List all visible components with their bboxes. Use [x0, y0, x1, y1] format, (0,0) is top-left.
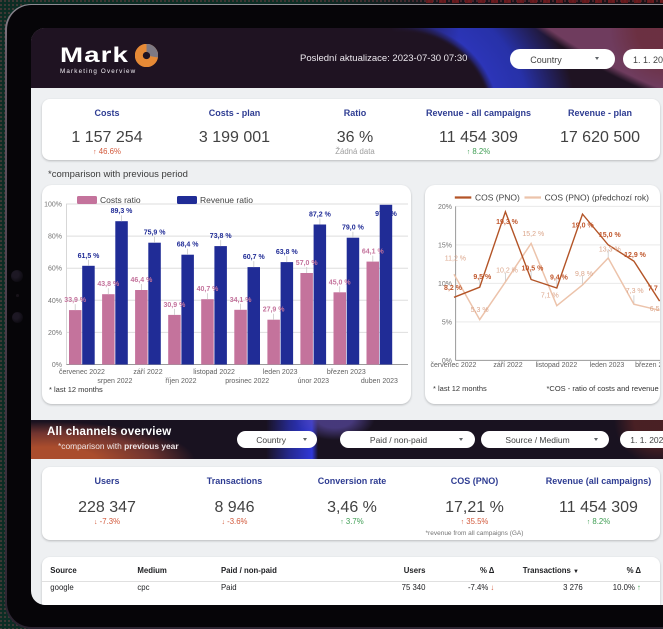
svg-text:7,1 %: 7,1 %: [541, 292, 559, 299]
svg-text:64,1 %: 64,1 %: [362, 249, 385, 256]
svg-text:* last 12 months: * last 12 months: [49, 385, 103, 394]
svg-text:říjen 2022: říjen 2022: [165, 378, 196, 385]
svg-text:43,8 %: 43,8 %: [97, 281, 120, 288]
svg-text:80%: 80%: [48, 234, 62, 241]
svg-text:79,0 %: 79,0 %: [342, 225, 365, 232]
svg-text:5,3 %: 5,3 %: [471, 307, 489, 314]
svg-text:5%: 5%: [442, 319, 452, 326]
svg-text:červenec 2022: červenec 2022: [431, 362, 477, 369]
svg-text:60%: 60%: [48, 266, 62, 273]
svg-text:46,4 %: 46,4 %: [131, 277, 154, 284]
svg-text:listopad 2022: listopad 2022: [536, 362, 578, 369]
svg-text:0%: 0%: [52, 362, 62, 369]
svg-text:COS (PNO): COS (PNO): [475, 193, 520, 203]
svg-text:srpen 2022: srpen 2022: [97, 378, 132, 385]
svg-text:68,4 %: 68,4 %: [177, 242, 200, 249]
svg-text:20%: 20%: [438, 204, 452, 211]
svg-text:Revenue ratio: Revenue ratio: [200, 195, 253, 205]
svg-text:33,9 %: 33,9 %: [64, 297, 87, 304]
svg-text:10%: 10%: [438, 281, 452, 288]
svg-text:7,7 %: 7,7 %: [648, 286, 660, 293]
svg-text:12,9 %: 12,9 %: [624, 252, 647, 259]
svg-text:*COS - ratio of costs and reve: *COS - ratio of costs and revenue from a…: [547, 384, 661, 393]
svg-text:9,5 %: 9,5 %: [473, 274, 492, 281]
svg-text:30,9 %: 30,9 %: [164, 302, 187, 309]
svg-text:březen 2023: březen 2023: [635, 362, 660, 369]
svg-text:27,9 %: 27,9 %: [263, 307, 286, 314]
svg-text:15,2 %: 15,2 %: [522, 231, 544, 238]
svg-text:7,3 %: 7,3 %: [626, 288, 644, 295]
svg-text:* last 12 months: * last 12 months: [433, 384, 487, 393]
svg-text:61,5 %: 61,5 %: [78, 253, 101, 260]
svg-text:60,7 %: 60,7 %: [243, 254, 266, 261]
svg-text:89,3 %: 89,3 %: [111, 208, 134, 215]
svg-text:73,8 %: 73,8 %: [210, 233, 233, 240]
svg-text:9,4 %: 9,4 %: [550, 275, 569, 282]
svg-text:63,8 %: 63,8 %: [276, 249, 299, 256]
svg-text:20%: 20%: [48, 330, 62, 337]
svg-text:15%: 15%: [438, 242, 452, 249]
svg-text:březen 2023: březen 2023: [327, 369, 366, 376]
svg-text:leden 2023: leden 2023: [263, 369, 298, 376]
svg-text:září 2022: září 2022: [133, 369, 162, 376]
svg-text:13,3 %: 13,3 %: [599, 247, 621, 254]
svg-text:19,0 %: 19,0 %: [572, 223, 595, 230]
svg-text:9,8 %: 9,8 %: [575, 271, 593, 278]
svg-text:15,0 %: 15,0 %: [599, 232, 622, 239]
svg-text:0%: 0%: [442, 358, 452, 365]
svg-text:10,2 %: 10,2 %: [496, 268, 518, 275]
svg-text:75,9 %: 75,9 %: [144, 230, 167, 237]
svg-text:45,0 %: 45,0 %: [329, 279, 352, 286]
svg-text:57,0 %: 57,0 %: [296, 260, 319, 267]
svg-text:11,2 %: 11,2 %: [445, 256, 466, 263]
svg-text:COS (PNO) (předchozí rok): COS (PNO) (předchozí rok): [545, 193, 650, 203]
svg-text:únor 2023: únor 2023: [298, 378, 330, 385]
svg-text:19,3 %: 19,3 %: [496, 219, 519, 226]
svg-text:87,2 %: 87,2 %: [309, 212, 332, 219]
svg-text:40%: 40%: [48, 298, 62, 305]
svg-text:40,7 %: 40,7 %: [197, 286, 220, 293]
svg-text:34,1 %: 34,1 %: [230, 297, 253, 304]
svg-text:100%: 100%: [44, 202, 62, 209]
svg-text:leden 2023: leden 2023: [590, 362, 625, 369]
svg-text:červenec 2022: červenec 2022: [59, 369, 105, 376]
svg-text:prosinec 2022: prosinec 2022: [225, 378, 269, 385]
svg-text:8,2 %: 8,2 %: [444, 285, 463, 292]
svg-text:září 2022: září 2022: [493, 362, 522, 369]
svg-text:6,5 %: 6,5 %: [650, 306, 660, 313]
svg-text:listopad 2022: listopad 2022: [193, 369, 235, 376]
svg-text:10,5 %: 10,5 %: [522, 266, 545, 273]
svg-text:duben 2023: duben 2023: [361, 378, 398, 385]
svg-text:Costs ratio: Costs ratio: [100, 195, 141, 205]
